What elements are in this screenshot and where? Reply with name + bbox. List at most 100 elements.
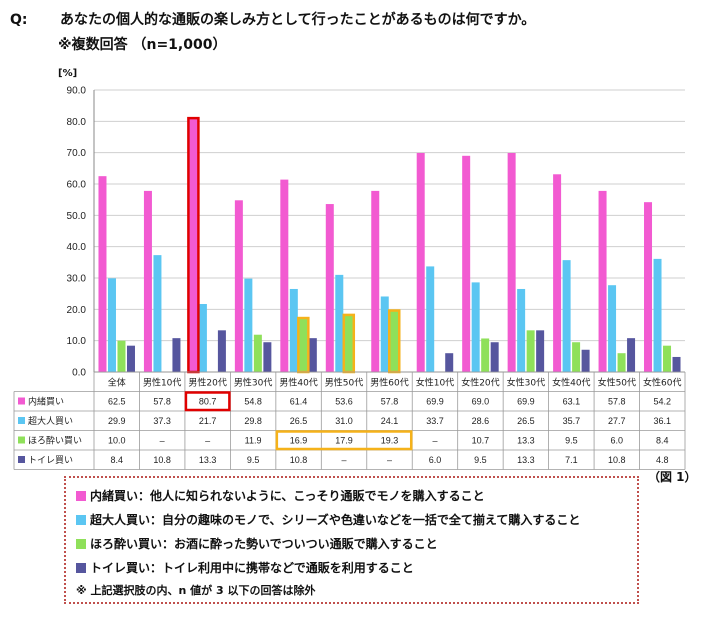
category-label: 女性20代 <box>461 377 499 389</box>
data-label: 57.8 <box>608 397 626 407</box>
bar-toilet <box>126 345 135 372</box>
data-label: – <box>387 455 392 465</box>
data-label: 54.8 <box>244 397 262 407</box>
bar-chodaijin <box>198 304 207 372</box>
data-label: – <box>342 455 347 465</box>
bar-horoyoi <box>390 311 399 372</box>
category-label: 男性20代 <box>188 377 226 389</box>
data-label: 28.6 <box>472 416 490 426</box>
bar-naisho <box>598 190 607 372</box>
bar-chodaijin <box>335 274 344 372</box>
data-label: 69.9 <box>426 397 444 407</box>
bar-naisho <box>143 190 152 372</box>
bar-horoyoi <box>117 340 126 372</box>
bar-naisho <box>98 176 107 372</box>
bar-chodaijin <box>380 296 389 372</box>
legend-swatch-horoyoi <box>76 539 86 549</box>
bar-naisho <box>462 155 471 372</box>
table-swatch-toilet <box>18 456 25 463</box>
bar-naisho <box>234 200 243 372</box>
data-label: 10.8 <box>153 455 171 465</box>
bar-toilet <box>217 330 226 372</box>
legend-item-naisho: 内緒買い：他人に知られないように、こっそり通販でモノを購入すること <box>76 484 627 508</box>
bar-toilet <box>308 338 317 372</box>
category-label: 女性40代 <box>552 377 590 389</box>
data-label: – <box>432 436 437 446</box>
y-tick-label: 30.0 <box>67 274 87 285</box>
bar-naisho <box>644 202 653 372</box>
bar-chodaijin <box>153 255 162 372</box>
category-label: 男性30代 <box>234 377 272 389</box>
data-label: 8.4 <box>656 436 669 446</box>
data-label: 35.7 <box>563 416 581 426</box>
category-label: 男性60代 <box>370 377 408 389</box>
data-label: 63.1 <box>563 397 581 407</box>
data-label: 29.9 <box>108 416 126 426</box>
bar-naisho <box>371 190 380 372</box>
bar-horoyoi <box>617 353 626 372</box>
question-label: Q: <box>10 12 28 28</box>
bar-toilet <box>672 356 681 372</box>
legend-text-chodaijin: 超大人買い：自分の趣味のモノで、シリーズや色違いなどを一括で全て揃えて購入するこ… <box>90 513 581 527</box>
category-label: 全体 <box>108 377 126 389</box>
legend-note: ※ 上記選択肢の内、n 値が 3 以下の回答は除外 <box>76 584 316 597</box>
bar-naisho <box>325 204 334 372</box>
y-unit-label: [%] <box>58 68 78 79</box>
table-highlight <box>275 430 413 451</box>
y-tick-label: 80.0 <box>67 117 87 128</box>
data-label: 24.1 <box>381 416 399 426</box>
table-highlight <box>184 391 231 412</box>
data-label: 57.8 <box>153 397 171 407</box>
data-label: 80.7 <box>199 397 217 407</box>
data-label: 31.0 <box>335 416 353 426</box>
data-label: 6.0 <box>429 455 442 465</box>
data-label: – <box>160 436 165 446</box>
figure-label: （図 1） <box>648 470 697 484</box>
legend-item-horoyoi: ほろ酔い買い：お酒に酔った勢いでついつい通販で購入すること <box>76 532 627 556</box>
bar-naisho <box>416 152 425 372</box>
legend-text-horoyoi: ほろ酔い買い：お酒に酔った勢いでついつい通販で購入すること <box>90 537 438 551</box>
data-label: 27.7 <box>608 416 626 426</box>
series-label-naisho: 内緒買い <box>28 396 64 408</box>
table-swatch-naisho <box>18 397 25 405</box>
category-label: 女性60代 <box>643 377 681 389</box>
table-swatch-chodaijin <box>18 417 25 424</box>
bar-horoyoi <box>526 330 535 372</box>
data-label: 62.5 <box>108 397 126 407</box>
legend-swatch-toilet <box>76 563 86 573</box>
data-label: 33.7 <box>426 416 444 426</box>
legend-box: 内緒買い：他人に知られないように、こっそり通販でモノを購入すること 超大人買い：… <box>64 476 639 604</box>
category-label: 女性30代 <box>507 377 545 389</box>
bar-chodaijin <box>517 288 526 372</box>
legend-item-toilet: トイレ買い：トイレ利用中に携帯などで通販を利用すること <box>76 556 627 580</box>
bar-toilet <box>172 338 181 372</box>
bar-toilet <box>581 349 590 372</box>
bar-chodaijin <box>608 285 617 372</box>
bar-chodaijin <box>289 288 298 372</box>
data-label: 4.8 <box>656 455 669 465</box>
y-tick-label: 0.0 <box>72 368 86 379</box>
bar-chodaijin <box>653 258 662 372</box>
bar-toilet <box>445 353 454 372</box>
bar-chodaijin <box>471 282 480 372</box>
bar-naisho <box>189 119 198 372</box>
question-text: あなたの個人的な通販の楽しみ方として行ったことがあるものは何ですか。 <box>60 12 536 28</box>
y-tick-label: 10.0 <box>67 336 87 347</box>
bar-toilet <box>490 342 499 372</box>
data-label: 7.1 <box>565 455 578 465</box>
series-label-horoyoi: ほろ酔い買い <box>28 435 82 447</box>
data-label: 13.3 <box>199 455 217 465</box>
data-label: 13.3 <box>517 455 535 465</box>
data-label: 17.9 <box>335 436 353 446</box>
data-label: 9.5 <box>247 455 260 465</box>
category-label: 女性50代 <box>598 377 636 389</box>
bar-chodaijin <box>244 278 253 372</box>
bar-horoyoi <box>344 315 353 372</box>
data-label: 10.7 <box>472 436 490 446</box>
table-swatch-horoyoi <box>18 436 25 444</box>
data-label: 10.8 <box>290 455 308 465</box>
data-label: 26.5 <box>517 416 535 426</box>
y-tick-label: 50.0 <box>67 211 87 222</box>
bar-horoyoi <box>663 345 672 372</box>
series-label-chodaijin: 超大人買い <box>28 415 73 427</box>
